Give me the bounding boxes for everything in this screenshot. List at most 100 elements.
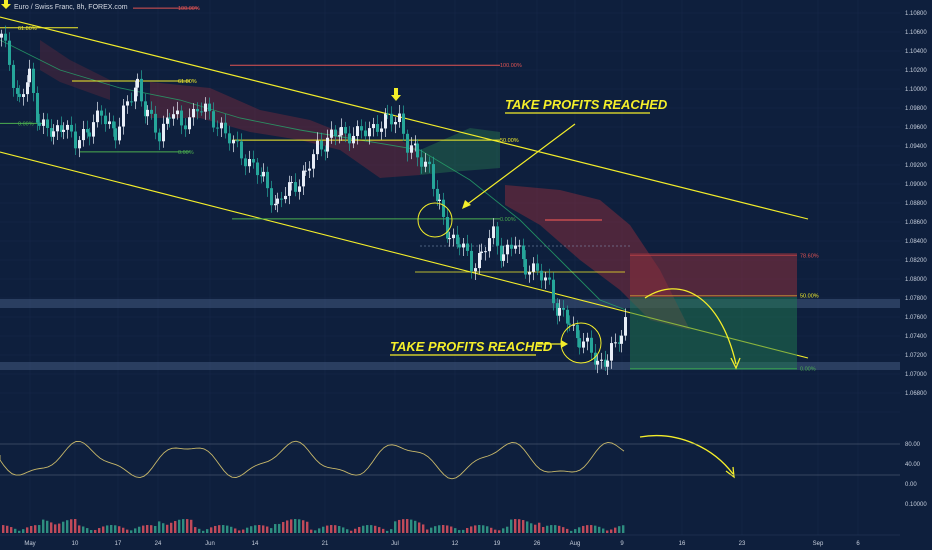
candle-body: [600, 359, 603, 361]
candle-body: [484, 251, 487, 253]
volume-bar: [166, 524, 169, 533]
volume-bar: [282, 522, 285, 533]
candle-body: [158, 132, 161, 142]
volume-bar: [198, 528, 201, 533]
candle-body: [514, 245, 517, 249]
volume-bar: [598, 526, 601, 533]
candle-body: [62, 129, 65, 132]
candle-body: [32, 68, 35, 93]
volume-bar: [594, 525, 597, 533]
candle-body: [540, 270, 543, 281]
x-tick-label: 6: [856, 541, 860, 547]
candle-body: [566, 309, 569, 324]
volume-bar: [498, 530, 501, 533]
volume-bar: [266, 526, 269, 533]
candle-body: [488, 238, 491, 252]
candle-body: [154, 113, 157, 133]
projection-curve: [644, 288, 737, 365]
candle-body: [168, 117, 171, 119]
candle-body: [544, 277, 547, 281]
volume-bar: [354, 528, 357, 533]
volume-bar: [302, 520, 305, 533]
candle-body: [348, 133, 351, 144]
volume-bar: [346, 529, 349, 533]
candle-body: [384, 113, 387, 129]
volume-bar: [190, 519, 193, 533]
support-zone: [0, 362, 900, 370]
candle-body: [416, 143, 419, 158]
y-tick-label: 1.09600: [905, 125, 927, 131]
volume-bar: [426, 529, 429, 533]
volume-bar: [10, 527, 13, 533]
candle-body: [74, 131, 77, 149]
candle-body: [12, 64, 15, 88]
x-tick-label: 23: [739, 541, 746, 547]
volume-bar: [278, 523, 281, 533]
candle-body: [188, 117, 191, 130]
candle-body: [130, 101, 133, 103]
oscillator-line: [0, 440, 625, 480]
y-tick-label: 1.09800: [905, 106, 927, 112]
volume-bar: [366, 525, 369, 533]
volume-bar: [246, 527, 249, 533]
volume-bar: [162, 523, 165, 533]
volume-bar: [342, 527, 345, 533]
candle-body: [126, 101, 129, 106]
candle-body: [302, 170, 305, 187]
volume-bar: [46, 520, 49, 533]
volume-bar: [570, 530, 573, 533]
volume-bar: [94, 529, 97, 533]
volume-bar: [550, 525, 553, 533]
volume-bar: [158, 521, 161, 533]
candle-body: [60, 125, 63, 132]
y-tick-label: 1.10200: [905, 68, 927, 74]
y-tick-label: 1.09400: [905, 144, 927, 150]
candle-body: [586, 337, 589, 342]
y-tick-label: 1.09200: [905, 163, 927, 169]
candle-body: [524, 259, 527, 275]
candle-body: [244, 158, 247, 167]
stop-loss-zone: [630, 253, 797, 297]
candle-body: [144, 101, 147, 117]
candle-body: [262, 171, 265, 177]
arrow-head: [725, 466, 735, 479]
x-tick-label: 9: [620, 541, 624, 547]
volume-bar: [422, 524, 425, 533]
candle-body: [266, 171, 269, 189]
volume-bar: [314, 530, 317, 533]
volume-bar: [238, 530, 241, 533]
oscillator-tick-label: 40.00: [905, 462, 921, 468]
volume-bar: [430, 527, 433, 533]
x-tick-label: Aug: [570, 541, 581, 547]
fib-level-label: 0.00%: [800, 367, 816, 373]
candle-body: [26, 82, 29, 95]
fib-level-label: 0.00%: [178, 150, 194, 156]
candle-body: [510, 244, 513, 249]
y-tick-label: 1.10400: [905, 49, 927, 55]
candle-body: [270, 188, 273, 206]
candle-body: [4, 33, 7, 41]
candle-body: [340, 127, 343, 136]
candle-body: [582, 341, 585, 348]
candle-body: [386, 113, 389, 115]
candle-body: [606, 360, 609, 367]
candle-body: [88, 132, 91, 137]
candle-body: [82, 129, 85, 141]
candle-body: [624, 317, 627, 336]
arrow-head: [561, 340, 568, 348]
candle-body: [276, 198, 279, 204]
volume-bar: [42, 519, 45, 533]
candle-body: [478, 253, 481, 269]
volume-bar: [218, 525, 221, 533]
candle-body: [50, 127, 53, 137]
volume-bar: [226, 525, 229, 533]
volume-bar: [122, 527, 125, 533]
chart-title: Euro / Swiss Franc, 8h, FOREX.com: [14, 4, 128, 11]
volume-bar: [6, 525, 9, 533]
volume-bar: [254, 525, 257, 533]
volume-bar: [134, 528, 137, 533]
volume-bar: [518, 519, 521, 533]
candle-body: [66, 124, 69, 130]
